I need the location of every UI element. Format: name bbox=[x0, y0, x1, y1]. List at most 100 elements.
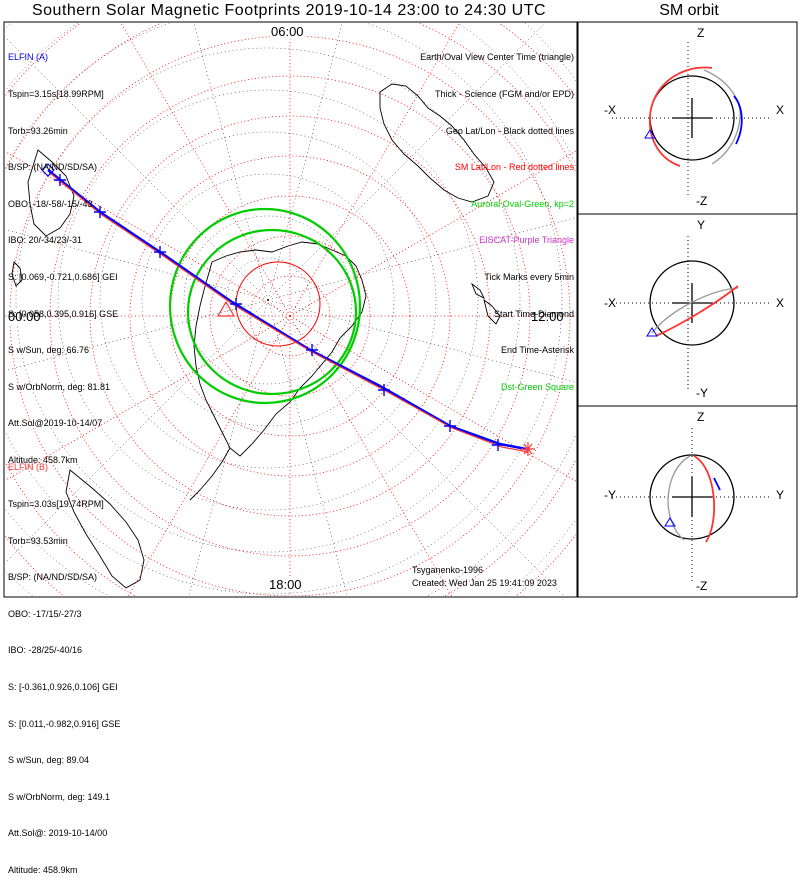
track-tick-mark bbox=[94, 206, 106, 218]
sm-bot-left-label: -Y bbox=[604, 488, 616, 502]
legend-item: Earth/Oval View Center Time (triangle) bbox=[420, 52, 574, 63]
geo-latlon-grid bbox=[5, 23, 576, 596]
sm-lat-circle bbox=[209, 235, 371, 397]
sm-panel-xz bbox=[612, 42, 770, 196]
view-center-triangle-marker bbox=[216, 300, 236, 317]
elfin-b-line: S: [-0.361,0.926,0.106] GEI bbox=[8, 681, 118, 692]
sm-mid-down-label: -Y bbox=[696, 386, 708, 400]
elfin-b-line: IBO: -28/25/-40/16 bbox=[8, 645, 83, 656]
elfin-b-header: ELFIN (B) bbox=[8, 462, 49, 473]
sm-lat-circle bbox=[129, 155, 451, 477]
orbit-triangle bbox=[664, 517, 676, 527]
elfin-b-line: S w/OrbNorm, deg: 149.1 bbox=[8, 791, 111, 802]
elfin-b-line: S: [0.011,-0.982,0.916] GSE bbox=[8, 718, 121, 729]
africa-coastline bbox=[27, 149, 75, 237]
sm-latlon-grid bbox=[5, 23, 576, 596]
auroral-oval-outer bbox=[168, 207, 362, 405]
track-tick-mark bbox=[230, 298, 242, 310]
orbit-blue bbox=[733, 95, 743, 145]
sm-top-right-label: X bbox=[776, 103, 785, 117]
time-label-left: 00:00 bbox=[7, 309, 42, 324]
legend-item: Auroral Oval-Green, kp=2 bbox=[471, 198, 574, 209]
geo-lat-circle bbox=[5, 23, 563, 595]
elfin-b-line: B/SP: (NA/ND/SD/SA) bbox=[8, 572, 98, 583]
geo-lon-line bbox=[193, 23, 269, 301]
sm-lon-line bbox=[289, 23, 460, 317]
antarctic-peninsula bbox=[189, 447, 231, 501]
legend-item: Thick - Science (FGM and/or EPD) bbox=[434, 89, 574, 99]
geo-lat-circle bbox=[183, 215, 353, 385]
page-title: Southern Solar Magnetic Footprints 2019-… bbox=[31, 2, 547, 19]
elfin-a-header: ELFIN (A) bbox=[8, 52, 49, 63]
sm-lon-line bbox=[120, 23, 291, 317]
track-tick-mark bbox=[444, 420, 456, 432]
time-label-top: 06:00 bbox=[270, 24, 305, 39]
sm-lon-line bbox=[127, 315, 291, 596]
sm-orbit-frame bbox=[577, 21, 798, 598]
legend-item: SM Lat/Lon - Red dotted lines bbox=[454, 162, 574, 173]
track-tick-mark bbox=[492, 439, 504, 451]
geo-lat-circle bbox=[15, 47, 521, 553]
elfin-a-line: Tspin=3.15s[18.99RPM] bbox=[8, 89, 104, 99]
orbit-red bbox=[693, 455, 716, 543]
orbit-triangle bbox=[646, 327, 658, 337]
sm-top-down-label: -Z bbox=[696, 194, 708, 208]
elfin-a-info: ELFIN (A) Tspin=3.15s[18.99RPM] Torb=93.… bbox=[8, 27, 118, 478]
elfin-b-line: Tspin=3.03s[19.74RPM] bbox=[8, 499, 104, 509]
geo-lat-circle bbox=[57, 89, 479, 511]
sm-orbit-panels bbox=[612, 42, 772, 582]
elfin-a-line: S: [0.069,-0.721,0.686] GEI bbox=[8, 271, 118, 282]
track-tick-mark bbox=[154, 246, 166, 258]
end-asterisk-marker bbox=[521, 442, 535, 456]
sm-lon-line bbox=[5, 315, 291, 482]
sm-mid-right-label: X bbox=[776, 296, 785, 310]
elfin-a-line: IBO: 20/-34/23/-31 bbox=[8, 235, 83, 246]
madagascar-coastline bbox=[11, 261, 23, 287]
elfin-b-line: Altitude: 458.9km bbox=[8, 864, 78, 875]
geo-lon-line bbox=[188, 299, 269, 596]
sm-lon-line bbox=[289, 315, 576, 482]
five-minute-ticks bbox=[54, 174, 504, 451]
elfin-b-line: S w/Sun, deg: 89.04 bbox=[8, 755, 90, 766]
legend-item: End Time-Asterisk bbox=[500, 345, 574, 356]
sm-bot-down-label: -Z bbox=[696, 579, 708, 593]
footprint-map-canvas bbox=[3, 21, 798, 598]
elfin-a-line: S: [0.058,0.395,0.916] GSE bbox=[8, 308, 119, 319]
elfin-a-line: B/SP: (NA/ND/SD/SA) bbox=[8, 162, 98, 173]
sm-orbit-title: SM orbit bbox=[659, 2, 719, 19]
track-tick-mark bbox=[54, 174, 66, 186]
sm-pole-circle bbox=[235, 261, 321, 347]
legend-item: Dst-Green Square bbox=[500, 381, 574, 392]
legend: Earth/Oval View Center Time (triangle) T… bbox=[420, 27, 574, 405]
elfin-b-line: OBO: -17/15/-27/3 bbox=[8, 608, 82, 619]
sm-bot-up-label: Z bbox=[697, 410, 705, 424]
geo-lat-circle bbox=[141, 173, 395, 427]
orbit-red bbox=[655, 285, 739, 337]
geo-lon-line bbox=[267, 299, 348, 596]
sm-bot-right-label: Y bbox=[776, 488, 785, 502]
map-area bbox=[5, 23, 576, 596]
elfin-a-line: S w/Sun, deg: 66.76 bbox=[8, 345, 90, 356]
elfin-b-line: Att.Sol@: 2019-10-14/00 bbox=[8, 828, 108, 839]
earth-circle bbox=[649, 454, 735, 540]
south-america-coastline bbox=[65, 469, 145, 589]
orbit-red bbox=[649, 66, 713, 167]
elfin-a-line: Altitude: 458.7km bbox=[8, 454, 78, 465]
time-label-right: 12:00 bbox=[530, 309, 565, 324]
geo-lat-circle bbox=[225, 257, 311, 343]
elfin-b-line: Torb=93.53min bbox=[8, 535, 68, 546]
orbit-blue bbox=[713, 477, 721, 491]
track-tick-mark bbox=[306, 344, 318, 356]
sm-top-left-label: -X bbox=[604, 103, 616, 117]
elfin-b-info: ELFIN (B) Tspin=3.03s[19.74RPM] Torb=93.… bbox=[8, 437, 120, 888]
antarctica-coastline bbox=[193, 241, 367, 457]
track-end-markers bbox=[41, 163, 535, 456]
geo-lat-circle bbox=[99, 131, 437, 469]
orbit-triangle bbox=[644, 129, 656, 139]
new-zealand-coastline bbox=[470, 282, 501, 325]
auroral-oval-inner bbox=[186, 228, 358, 396]
track-tick-mark bbox=[378, 384, 390, 396]
sm-mid-left-label: -X bbox=[604, 296, 616, 310]
sm-panel-yz bbox=[612, 428, 772, 582]
orbit-gray bbox=[667, 455, 691, 541]
